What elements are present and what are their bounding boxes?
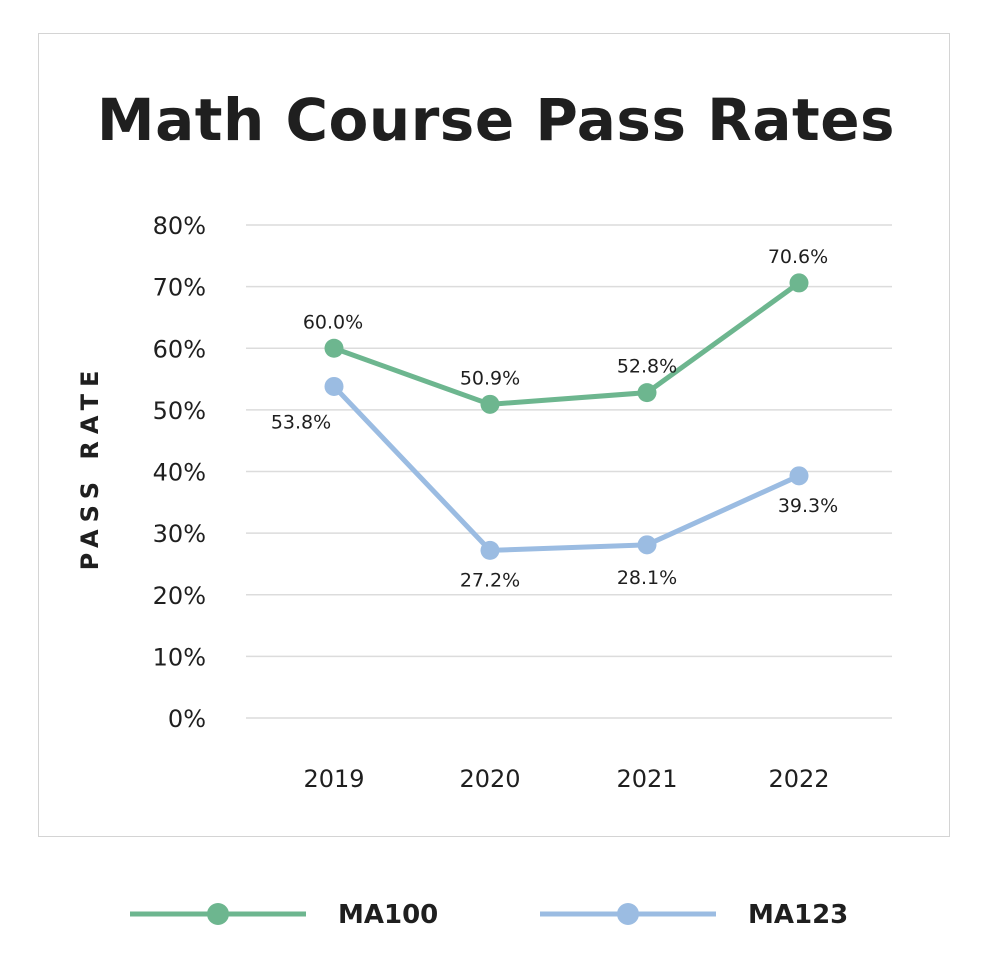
data-label: 53.8%: [271, 411, 331, 433]
data-point: [324, 376, 344, 396]
data-label: 70.6%: [768, 246, 828, 268]
chart-title: Math Course Pass Rates: [96, 86, 896, 154]
series-line: [331, 383, 802, 553]
data-point: [637, 535, 657, 555]
data-label: 39.3%: [778, 495, 838, 517]
data-point: [324, 338, 344, 358]
y-tick-label: 50%: [153, 397, 206, 425]
data-label: 27.2%: [460, 569, 520, 591]
y-tick-label: 10%: [153, 643, 206, 671]
series-ma123: 53.8% 27.2% 28.1% 39.3%: [271, 376, 838, 591]
data-label: 50.9%: [460, 367, 520, 389]
y-tick-label: 80%: [153, 212, 206, 240]
data-label: 60.0%: [303, 311, 363, 333]
data-point: [789, 273, 809, 293]
data-point: [480, 540, 500, 560]
legend-item-ma100: MA100: [130, 900, 438, 930]
x-axis-ticks: 2019 2020 2021 2022: [303, 765, 829, 793]
y-tick-label: 30%: [153, 520, 206, 548]
y-tick-label: 60%: [153, 335, 206, 363]
series-ma100: 60.0% 50.9% 52.8% 70.6%: [303, 246, 828, 414]
legend-marker: [207, 903, 229, 925]
data-point: [789, 466, 809, 486]
y-axis-ticks: 0% 10% 20% 30% 40% 50% 60% 70% 80%: [153, 212, 206, 733]
series-line: [331, 280, 802, 407]
x-tick-label: 2020: [459, 765, 520, 793]
legend-item-ma123: MA123: [540, 900, 848, 930]
y-tick-label: 0%: [168, 705, 206, 733]
data-point: [637, 383, 657, 403]
y-tick-label: 40%: [153, 459, 206, 487]
x-tick-label: 2019: [303, 765, 364, 793]
legend-label: MA100: [338, 900, 438, 930]
x-tick-label: 2022: [768, 765, 829, 793]
x-tick-label: 2021: [616, 765, 677, 793]
data-point: [480, 394, 500, 414]
legend-label: MA123: [748, 900, 848, 930]
legend: MA100 MA123: [130, 900, 848, 930]
y-tick-label: 70%: [153, 274, 206, 302]
data-label: 28.1%: [617, 567, 677, 589]
y-tick-label: 20%: [153, 582, 206, 610]
legend-marker: [617, 903, 639, 925]
chart-frame: [38, 33, 950, 837]
series-layer: 60.0% 50.9% 52.8% 70.6% 53.8% 27.2% 28.1% 39.3%: [271, 246, 838, 591]
data-label: 52.8%: [617, 356, 677, 378]
y-axis-label: PASS RATE: [76, 364, 104, 571]
